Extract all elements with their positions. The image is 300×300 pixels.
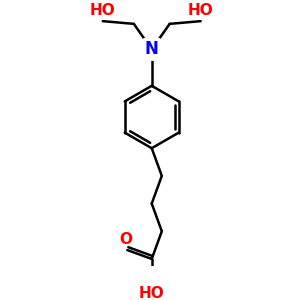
Text: HO: HO <box>90 3 116 18</box>
Text: N: N <box>145 40 159 58</box>
Text: O: O <box>119 232 132 247</box>
Text: HO: HO <box>139 286 165 300</box>
Text: HO: HO <box>188 3 214 18</box>
